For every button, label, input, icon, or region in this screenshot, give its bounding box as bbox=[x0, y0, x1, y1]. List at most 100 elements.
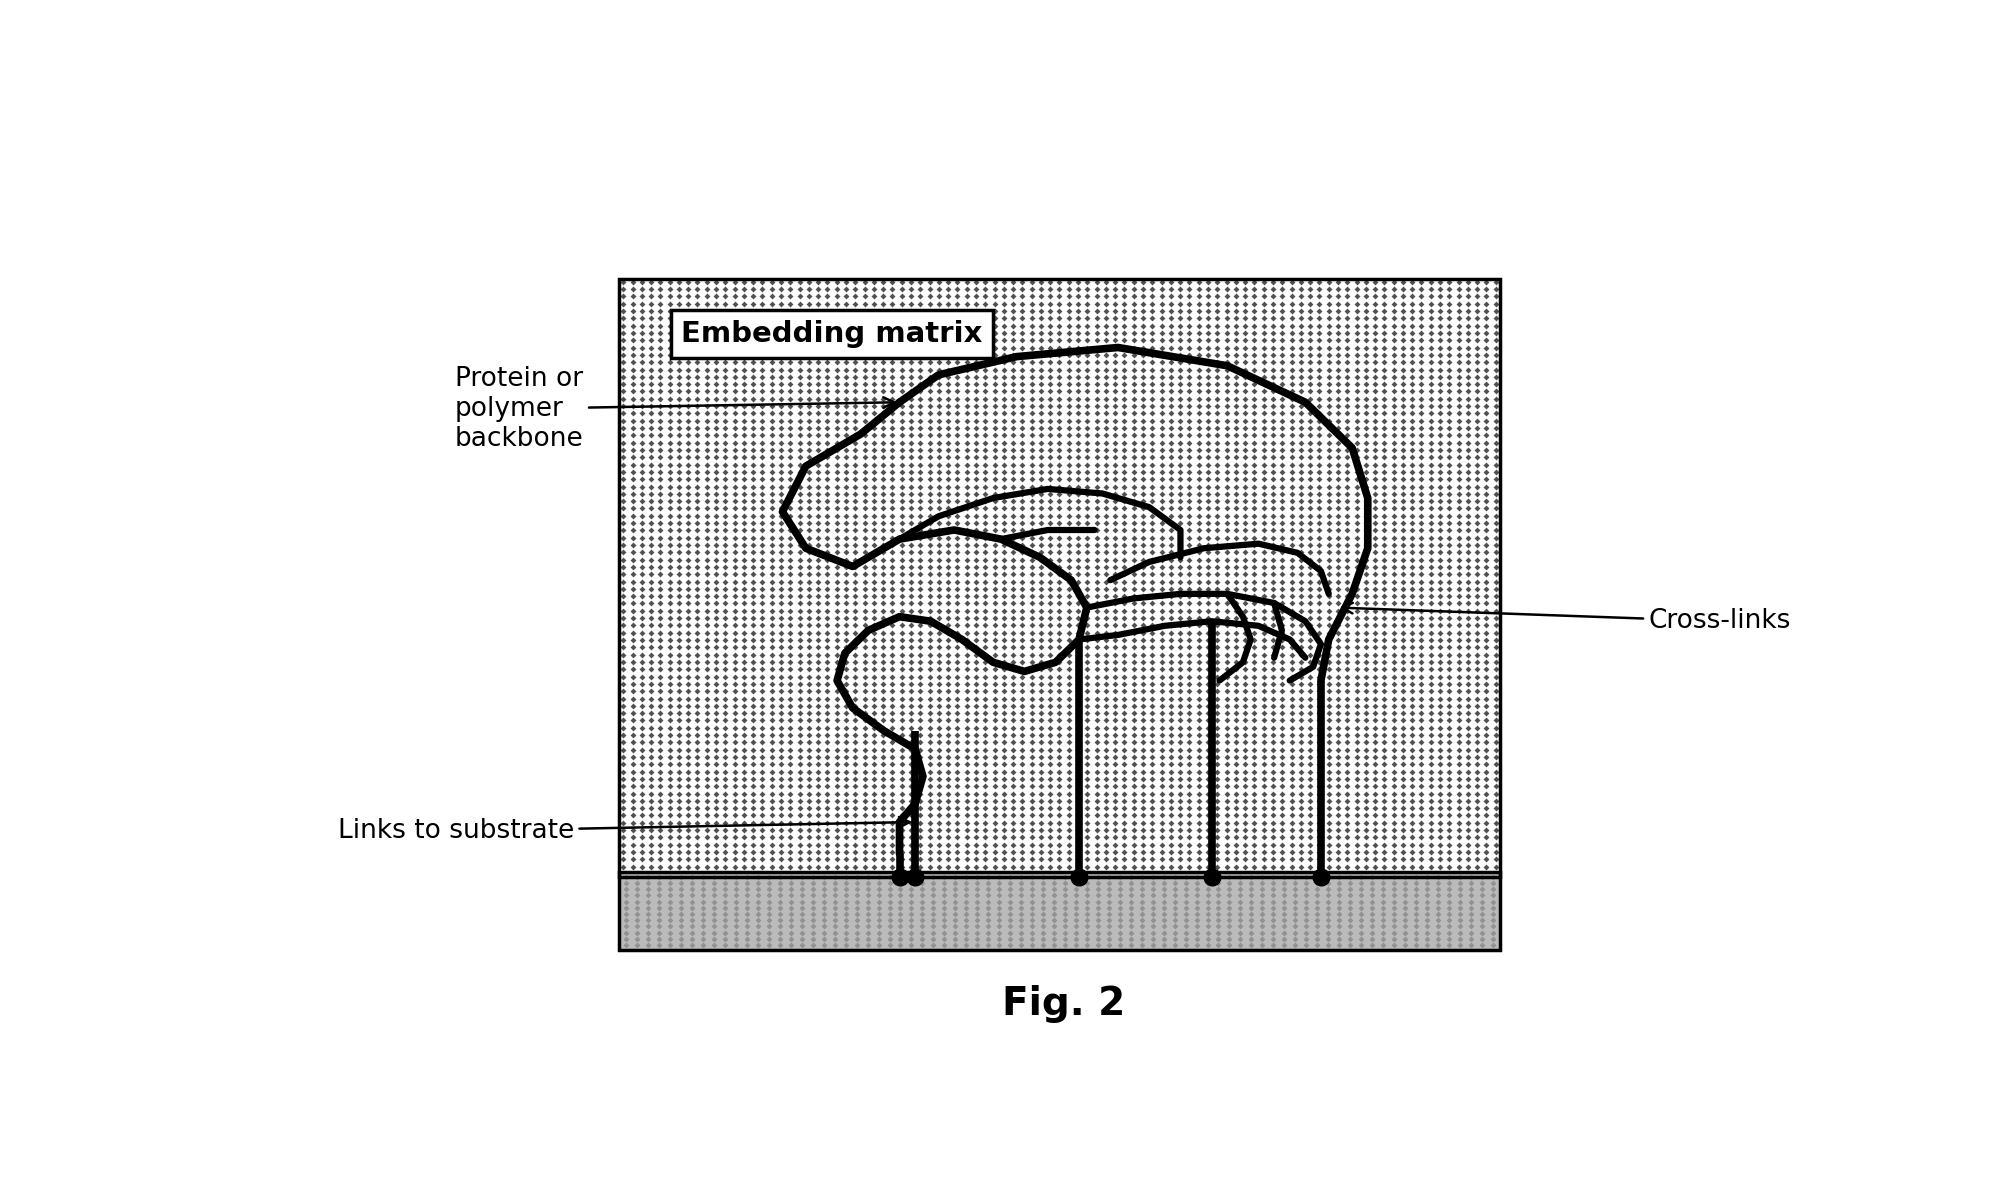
Point bbox=[820, 660, 852, 679]
Point bbox=[1229, 441, 1261, 460]
Point bbox=[1396, 521, 1428, 540]
Point bbox=[916, 917, 949, 936]
Point bbox=[681, 441, 713, 460]
Point bbox=[1007, 294, 1039, 313]
Point bbox=[1331, 418, 1363, 437]
Point bbox=[1452, 309, 1484, 328]
Point bbox=[1118, 828, 1150, 847]
Point bbox=[1164, 835, 1196, 854]
Point bbox=[1108, 374, 1140, 393]
Point bbox=[663, 478, 695, 497]
Point bbox=[1015, 904, 1047, 923]
Point bbox=[808, 892, 840, 911]
Point bbox=[653, 711, 685, 730]
Point bbox=[896, 911, 928, 930]
Point bbox=[1235, 929, 1267, 948]
Point bbox=[1267, 630, 1299, 649]
Point bbox=[979, 660, 1011, 679]
Point bbox=[951, 287, 983, 306]
Point bbox=[1424, 777, 1456, 796]
Point bbox=[1480, 741, 1513, 760]
Point bbox=[1331, 367, 1363, 386]
Point bbox=[755, 616, 787, 635]
Point bbox=[1349, 287, 1382, 306]
Point bbox=[1210, 653, 1243, 672]
Point bbox=[644, 688, 677, 707]
Point bbox=[1331, 784, 1363, 803]
Point bbox=[1313, 448, 1345, 467]
Point bbox=[1015, 813, 1047, 832]
Point bbox=[969, 506, 1001, 525]
Point bbox=[798, 867, 830, 886]
Point bbox=[731, 879, 763, 898]
Point bbox=[709, 667, 741, 686]
Point bbox=[1053, 287, 1086, 306]
Point bbox=[765, 469, 798, 488]
Point bbox=[1321, 609, 1353, 628]
Point bbox=[1118, 485, 1150, 504]
Point bbox=[1154, 521, 1186, 540]
Point bbox=[1368, 904, 1400, 923]
Point bbox=[1192, 418, 1225, 437]
Point bbox=[1154, 441, 1186, 460]
Point bbox=[848, 513, 880, 532]
Point bbox=[1192, 681, 1225, 700]
Point bbox=[987, 579, 1019, 598]
Point bbox=[1460, 397, 1492, 416]
Point bbox=[1414, 353, 1446, 372]
Point bbox=[1192, 755, 1225, 774]
Point bbox=[727, 688, 759, 707]
Point bbox=[1082, 886, 1114, 905]
Point bbox=[840, 784, 872, 803]
Point bbox=[997, 784, 1029, 803]
Point bbox=[1027, 923, 1059, 942]
Point bbox=[1275, 397, 1307, 416]
Point bbox=[1269, 873, 1301, 892]
Point bbox=[1118, 448, 1150, 467]
Point bbox=[969, 331, 1001, 350]
Point bbox=[1071, 390, 1104, 409]
Point bbox=[1400, 904, 1432, 923]
Point bbox=[1442, 850, 1474, 869]
Point bbox=[1071, 865, 1104, 884]
Point bbox=[1126, 936, 1158, 955]
Point bbox=[1406, 681, 1438, 700]
Point bbox=[1424, 485, 1456, 504]
Point bbox=[818, 911, 850, 930]
Point bbox=[1313, 638, 1345, 656]
Point bbox=[876, 485, 908, 504]
Point bbox=[1452, 806, 1484, 825]
Point bbox=[1321, 499, 1353, 518]
Point bbox=[1090, 799, 1122, 818]
Point bbox=[1442, 338, 1474, 357]
Point bbox=[987, 792, 1019, 811]
Point bbox=[719, 653, 751, 672]
Point bbox=[961, 521, 993, 540]
Point bbox=[951, 711, 983, 730]
Point bbox=[1164, 799, 1196, 818]
Point bbox=[773, 499, 806, 518]
Point bbox=[1164, 506, 1196, 525]
Point bbox=[876, 280, 908, 299]
Point bbox=[1174, 681, 1206, 700]
Point bbox=[951, 425, 983, 444]
Point bbox=[691, 601, 723, 620]
Point bbox=[1080, 697, 1112, 716]
Point bbox=[794, 697, 826, 716]
Point bbox=[1444, 936, 1476, 955]
Point bbox=[1154, 857, 1186, 876]
Point bbox=[922, 448, 955, 467]
Point bbox=[904, 667, 937, 686]
Point bbox=[1480, 309, 1513, 328]
Point bbox=[794, 506, 826, 525]
Point bbox=[794, 843, 826, 861]
Point bbox=[1182, 485, 1214, 504]
Point bbox=[1323, 873, 1355, 892]
Point bbox=[1090, 784, 1122, 803]
Point bbox=[1007, 732, 1039, 751]
Point bbox=[606, 513, 638, 532]
Point bbox=[701, 806, 733, 825]
Point bbox=[634, 469, 667, 488]
Point bbox=[626, 821, 659, 840]
Point bbox=[941, 579, 973, 598]
